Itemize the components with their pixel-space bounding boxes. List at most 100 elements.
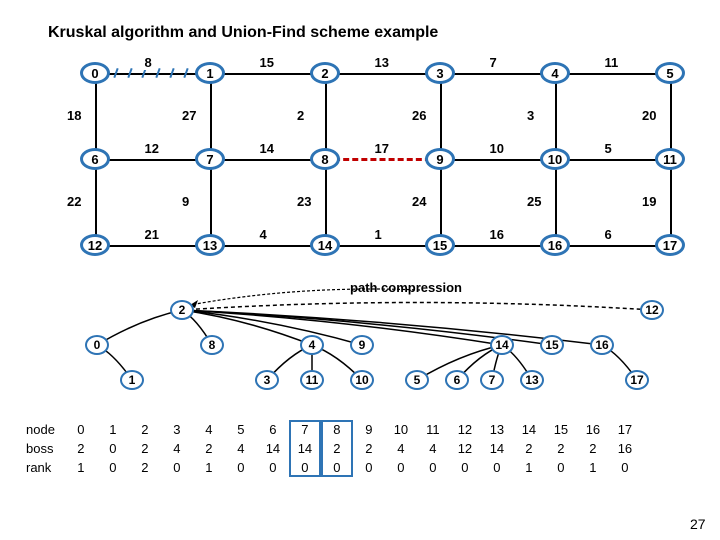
v-edge-weight: 26: [410, 108, 428, 123]
table-cell: 0: [289, 458, 321, 477]
table-row-header: rank: [20, 458, 65, 477]
table-cell: 14: [481, 439, 513, 458]
page-number: 27: [690, 516, 706, 532]
table-cell: 1: [97, 420, 129, 439]
tree-node: 12: [640, 300, 664, 320]
table-cell: 2: [545, 439, 577, 458]
table-row-header: node: [20, 420, 65, 439]
table-cell: 0: [449, 458, 481, 477]
tree-node: 4: [300, 335, 324, 355]
table-cell: 2: [353, 439, 385, 458]
v-edge-weight: 22: [65, 194, 83, 209]
graph-node: 7: [195, 148, 225, 170]
table-cell: 0: [161, 458, 193, 477]
path-compression-label: path compression: [350, 280, 462, 295]
table-cell: 3: [161, 420, 193, 439]
v-edge-weight: 25: [525, 194, 543, 209]
table-cell: 2: [129, 458, 161, 477]
tree-node: 3: [255, 370, 279, 390]
tree-node: 11: [300, 370, 324, 390]
graph-node: 13: [195, 234, 225, 256]
graph-node: 4: [540, 62, 570, 84]
tree-node: 6: [445, 370, 469, 390]
table-cell: 10: [385, 420, 417, 439]
table-cell: 0: [257, 458, 289, 477]
h-edge-weight: 12: [143, 141, 161, 156]
table-cell: 9: [353, 420, 385, 439]
table-cell: 15: [545, 420, 577, 439]
table-cell: 0: [225, 458, 257, 477]
v-edge-weight: 27: [180, 108, 198, 123]
h-edge-weight: 10: [488, 141, 506, 156]
graph-node: 17: [655, 234, 685, 256]
table-cell: 14: [289, 439, 321, 458]
table-cell: 0: [417, 458, 449, 477]
table-cell: 2: [321, 439, 353, 458]
tree-node: 16: [590, 335, 614, 355]
v-edge-weight: 24: [410, 194, 428, 209]
table-cell: 1: [193, 458, 225, 477]
table-cell: 5: [225, 420, 257, 439]
graph-node: 8: [310, 148, 340, 170]
h-edge-weight: 13: [373, 55, 391, 70]
graph-node: 16: [540, 234, 570, 256]
table-cell: 2: [577, 439, 609, 458]
table-cell: 4: [225, 439, 257, 458]
graph-node: 14: [310, 234, 340, 256]
h-edge-weight: 16: [488, 227, 506, 242]
table-cell: 0: [97, 439, 129, 458]
table-cell: 2: [513, 439, 545, 458]
graph-node: 5: [655, 62, 685, 84]
v-edge-weight: 3: [525, 108, 536, 123]
h-edge-weight: 5: [603, 141, 614, 156]
tree-node: 17: [625, 370, 649, 390]
h-edge-weight: 21: [143, 227, 161, 242]
v-edge-weight: 20: [640, 108, 658, 123]
graph-node: 12: [80, 234, 110, 256]
graph-node: 1: [195, 62, 225, 84]
union-find-table: node01234567891011121314151617boss202424…: [20, 420, 641, 477]
h-edge-weight: 8: [143, 55, 154, 70]
tree-node: 8: [200, 335, 224, 355]
table-cell: 4: [161, 439, 193, 458]
h-edge-weight: 1: [373, 227, 384, 242]
table-cell: 12: [449, 439, 481, 458]
page-title: Kruskal algorithm and Union-Find scheme …: [48, 24, 438, 42]
tree-node: 13: [520, 370, 544, 390]
table-cell: 4: [417, 439, 449, 458]
table-cell: 17: [609, 420, 641, 439]
v-edge-weight: 18: [65, 108, 83, 123]
graph-node: 10: [540, 148, 570, 170]
graph-node: 6: [80, 148, 110, 170]
v-edge-weight: 19: [640, 194, 658, 209]
table-cell: 14: [513, 420, 545, 439]
tree-node: 5: [405, 370, 429, 390]
table-cell: 0: [353, 458, 385, 477]
tree-node: 9: [350, 335, 374, 355]
table-cell: 4: [193, 420, 225, 439]
h-edge-weight: 17: [373, 141, 391, 156]
table-cell: 1: [513, 458, 545, 477]
table-cell: 4: [385, 439, 417, 458]
graph-node: 9: [425, 148, 455, 170]
tree-node: 7: [480, 370, 504, 390]
h-edge-weight: 6: [603, 227, 614, 242]
tree-node: 2: [170, 300, 194, 320]
table-cell: 2: [65, 439, 97, 458]
h-edge-weight: 15: [258, 55, 276, 70]
table-cell: 0: [65, 420, 97, 439]
h-edge-weight: 7: [488, 55, 499, 70]
graph-node: 3: [425, 62, 455, 84]
table-cell: 0: [545, 458, 577, 477]
table-cell: 6: [257, 420, 289, 439]
tree-node: 1: [120, 370, 144, 390]
h-edge-weight: 11: [603, 55, 621, 70]
graph-node: 0: [80, 62, 110, 84]
h-edge-weight: 14: [258, 141, 276, 156]
tree-node: 0: [85, 335, 109, 355]
table-cell: 0: [97, 458, 129, 477]
table-cell: 1: [65, 458, 97, 477]
table-cell: 16: [577, 420, 609, 439]
table-cell: 2: [193, 439, 225, 458]
graph-node: 2: [310, 62, 340, 84]
